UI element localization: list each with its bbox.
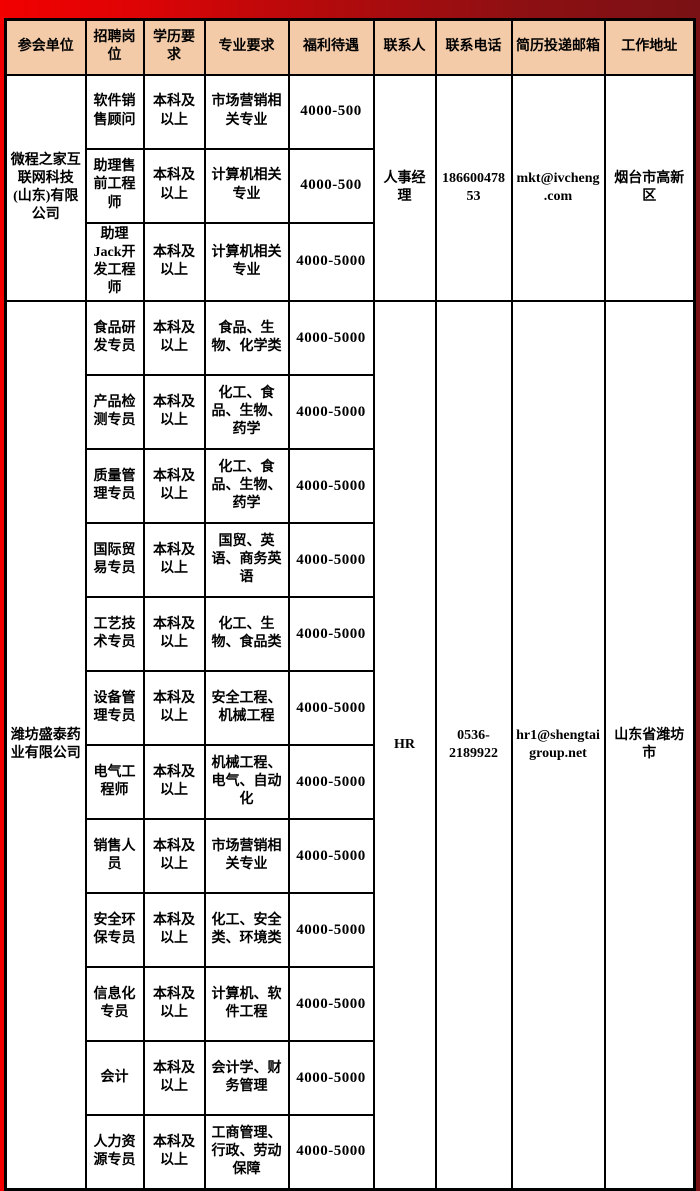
major-cell: 工商管理、行政、劳动保障: [203, 1114, 290, 1191]
major-cell: 市场营销相关专业: [203, 73, 290, 150]
major-cell: 国贸、英语、商务英语: [203, 522, 290, 599]
education-cell: 本科及以上: [142, 1114, 206, 1191]
education-cell: 本科及以上: [142, 73, 206, 150]
education-cell: 本科及以上: [142, 300, 206, 377]
major-cell: 食品、生物、化学类: [203, 300, 290, 377]
address-cell: 烟台市高新区: [603, 73, 696, 303]
position-cell: 产品检测专员: [84, 374, 145, 451]
major-cell: 计算机相关专业: [203, 147, 290, 224]
major-cell: 化工、安全类、环境类: [203, 892, 290, 969]
salary-cell: 4000-5000: [287, 818, 375, 895]
position-cell: 助理售前工程师: [84, 147, 145, 224]
table-row: 安全环保专员 本科及以上 化工、安全类、环境类 4000-5000: [6, 892, 695, 969]
table-row: 质量管理专员 本科及以上 化工、食品、生物、药学 4000-5000: [6, 448, 695, 525]
header-phone: 联系电话: [434, 18, 513, 76]
table-row: 助理售前工程师 本科及以上 计算机相关专业 4000-500: [6, 147, 695, 224]
table-row: 国际贸易专员 本科及以上 国贸、英语、商务英语 4000-5000: [6, 522, 695, 599]
position-cell: 人力资源专员: [84, 1114, 145, 1191]
position-cell: 助理Jack开发工程师: [84, 221, 145, 303]
education-cell: 本科及以上: [142, 966, 206, 1043]
education-cell: 本科及以上: [142, 448, 206, 525]
major-cell: 市场营销相关专业: [203, 818, 290, 895]
table-row: 人力资源专员 本科及以上 工商管理、行政、劳动保障 4000-5000: [6, 1114, 695, 1191]
company-name-cell: 微程之家互联网科技(山东)有限公司: [4, 73, 87, 303]
table-row: 设备管理专员 本科及以上 安全工程、机械工程 4000-5000: [6, 670, 695, 747]
table-row: 信息化专员 本科及以上 计算机、软件工程 4000-5000: [6, 966, 695, 1043]
table-body: 微程之家互联网科技(山东)有限公司 软件销售顾问 本科及以上 市场营销相关专业 4000…: [4, 73, 696, 1191]
table-row: 会计 本科及以上 会计学、财务管理 4000-5000: [6, 1040, 695, 1117]
salary-cell: 4000-5000: [287, 744, 375, 821]
table-row: 助理Jack开发工程师 本科及以上 计算机相关专业 4000-5000: [6, 221, 695, 303]
position-cell: 设备管理专员: [84, 670, 145, 747]
header-email: 简历投递邮箱: [510, 18, 606, 76]
header-address: 工作地址: [603, 18, 696, 76]
salary-cell: 4000-5000: [287, 892, 375, 969]
table-row: 产品检测专员 本科及以上 化工、食品、生物、药学 4000-5000: [6, 374, 695, 451]
phone-cell: 18660047853: [434, 73, 513, 303]
position-cell: 会计: [84, 1040, 145, 1117]
position-cell: 食品研发专员: [84, 300, 145, 377]
header-major: 专业要求: [203, 18, 290, 76]
table-row: 潍坊盛泰药业有限公司 食品研发专员 本科及以上 食品、生物、化学类 4000-5000 H…: [4, 300, 696, 1191]
education-cell: 本科及以上: [142, 374, 206, 451]
header-education: 学历要求: [142, 18, 206, 76]
phone-cell: 0536-2189922: [434, 300, 513, 1191]
email-cell: hr1@shengtaigroup.net: [510, 300, 606, 1191]
header-company: 参会单位: [4, 18, 87, 76]
major-cell: 化工、食品、生物、药学: [203, 448, 290, 525]
position-cell: 电气工程师: [84, 744, 145, 821]
major-cell: 计算机相关专业: [203, 221, 290, 303]
position-cell: 国际贸易专员: [84, 522, 145, 599]
education-cell: 本科及以上: [142, 1040, 206, 1117]
salary-cell: 4000-5000: [287, 300, 375, 377]
education-cell: 本科及以上: [142, 892, 206, 969]
address-cell: 山东省潍坊市: [603, 300, 696, 1191]
salary-cell: 4000-5000: [287, 670, 375, 747]
education-cell: 本科及以上: [142, 147, 206, 224]
position-cell: 销售人员: [84, 818, 145, 895]
header-contact: 联系人: [372, 18, 437, 76]
table-row: 工艺技术专员 本科及以上 化工、生物、食品类 4000-5000: [6, 596, 695, 673]
salary-cell: 4000-5000: [287, 596, 375, 673]
position-cell: 软件销售顾问: [84, 73, 145, 150]
position-cell: 工艺技术专员: [84, 596, 145, 673]
position-cell: 质量管理专员: [84, 448, 145, 525]
salary-cell: 4000-5000: [287, 374, 375, 451]
table-row: 电气工程师 本科及以上 机械工程、电气、自动化 4000-5000: [6, 744, 695, 821]
education-cell: 本科及以上: [142, 670, 206, 747]
major-cell: 化工、生物、食品类: [203, 596, 290, 673]
salary-cell: 4000-5000: [287, 1040, 375, 1117]
salary-cell: 4000-5000: [287, 522, 375, 599]
table-row: 微程之家互联网科技(山东)有限公司 软件销售顾问 本科及以上 市场营销相关专业 4000…: [4, 73, 696, 303]
education-cell: 本科及以上: [142, 744, 206, 821]
table-row: 销售人员 本科及以上 市场营销相关专业 4000-5000: [6, 818, 695, 895]
header-position: 招聘岗位: [84, 18, 145, 76]
salary-cell: 4000-5000: [287, 966, 375, 1043]
contact-cell: HR: [372, 300, 437, 1191]
education-cell: 本科及以上: [142, 596, 206, 673]
email-cell: mkt@ivcheng.com: [510, 73, 606, 303]
recruitment-table: 参会单位 招聘岗位 学历要求 专业要求 福利待遇 联系人 联系电话 简历投递邮箱…: [4, 18, 696, 1191]
major-cell: 机械工程、电气、自动化: [203, 744, 290, 821]
header-salary: 福利待遇: [287, 18, 375, 76]
salary-cell: 4000-500: [287, 73, 375, 150]
salary-cell: 4000-500: [287, 147, 375, 224]
major-cell: 安全工程、机械工程: [203, 670, 290, 747]
education-cell: 本科及以上: [142, 221, 206, 303]
salary-cell: 4000-5000: [287, 221, 375, 303]
salary-cell: 4000-5000: [287, 448, 375, 525]
major-cell: 会计学、财务管理: [203, 1040, 290, 1117]
salary-cell: 4000-5000: [287, 1114, 375, 1191]
contact-cell: 人事经理: [372, 73, 437, 303]
table-header: 参会单位 招聘岗位 学历要求 专业要求 福利待遇 联系人 联系电话 简历投递邮箱…: [4, 18, 696, 76]
education-cell: 本科及以上: [142, 522, 206, 599]
header-row: 参会单位 招聘岗位 学历要求 专业要求 福利待遇 联系人 联系电话 简历投递邮箱…: [4, 18, 696, 76]
position-cell: 信息化专员: [84, 966, 145, 1043]
company-name-cell: 潍坊盛泰药业有限公司: [4, 300, 87, 1191]
major-cell: 化工、食品、生物、药学: [203, 374, 290, 451]
major-cell: 计算机、软件工程: [203, 966, 290, 1043]
education-cell: 本科及以上: [142, 818, 206, 895]
position-cell: 安全环保专员: [84, 892, 145, 969]
